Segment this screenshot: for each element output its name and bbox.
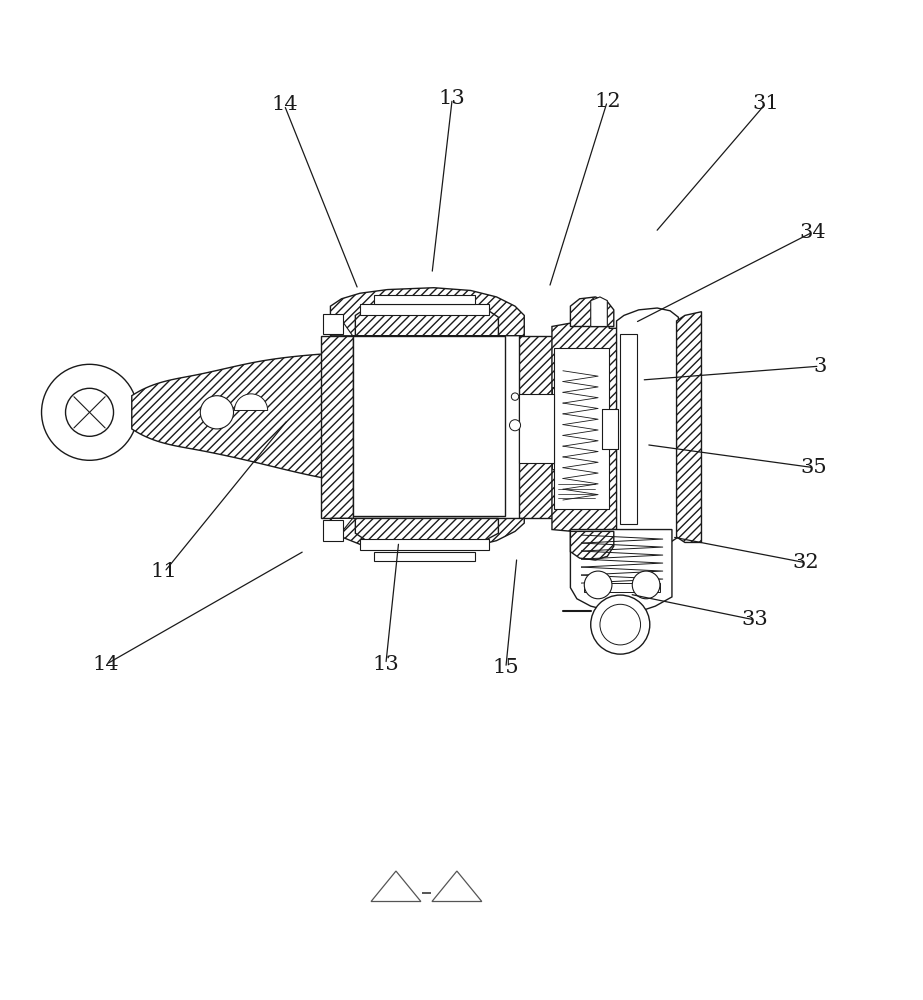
Bar (323, 314, 343, 334)
Polygon shape (552, 323, 618, 531)
Polygon shape (330, 518, 353, 532)
Text: 15: 15 (493, 658, 519, 677)
Text: 3: 3 (813, 357, 826, 376)
Circle shape (600, 604, 641, 645)
Bar (374, 295, 475, 304)
Bar (323, 520, 343, 541)
Polygon shape (570, 530, 672, 614)
Polygon shape (321, 336, 353, 518)
Text: 12: 12 (594, 92, 620, 111)
Text: 13: 13 (373, 655, 399, 674)
Text: 35: 35 (801, 458, 827, 477)
Polygon shape (591, 297, 607, 326)
Bar (360, 304, 489, 315)
Bar (519, 394, 554, 463)
Bar (374, 552, 475, 561)
Text: 14: 14 (93, 655, 119, 674)
Text: 13: 13 (439, 89, 465, 108)
Polygon shape (355, 518, 498, 546)
Polygon shape (330, 518, 524, 550)
Text: 33: 33 (742, 610, 768, 629)
Bar (602, 409, 618, 449)
Circle shape (591, 595, 650, 654)
Bar (554, 348, 609, 509)
Text: 31: 31 (753, 94, 779, 113)
Text: 32: 32 (793, 553, 819, 572)
Circle shape (509, 420, 521, 431)
Bar (620, 334, 637, 524)
Wedge shape (234, 394, 268, 410)
Text: 11: 11 (151, 562, 177, 581)
Polygon shape (570, 531, 614, 560)
Polygon shape (355, 302, 498, 336)
Bar (353, 336, 505, 516)
Text: 14: 14 (271, 95, 297, 114)
Circle shape (511, 393, 519, 400)
Polygon shape (330, 320, 353, 336)
Polygon shape (570, 297, 614, 326)
Polygon shape (132, 352, 346, 482)
Circle shape (632, 571, 660, 599)
Polygon shape (677, 312, 701, 542)
Circle shape (42, 364, 138, 460)
Polygon shape (330, 288, 524, 336)
Polygon shape (552, 387, 558, 469)
Bar (602, 409, 618, 449)
Bar (360, 539, 489, 550)
Circle shape (584, 571, 612, 599)
Text: 34: 34 (799, 223, 825, 242)
Polygon shape (617, 308, 678, 546)
Bar (584, 583, 660, 592)
Circle shape (66, 388, 114, 436)
Circle shape (200, 396, 234, 429)
Polygon shape (519, 336, 552, 518)
